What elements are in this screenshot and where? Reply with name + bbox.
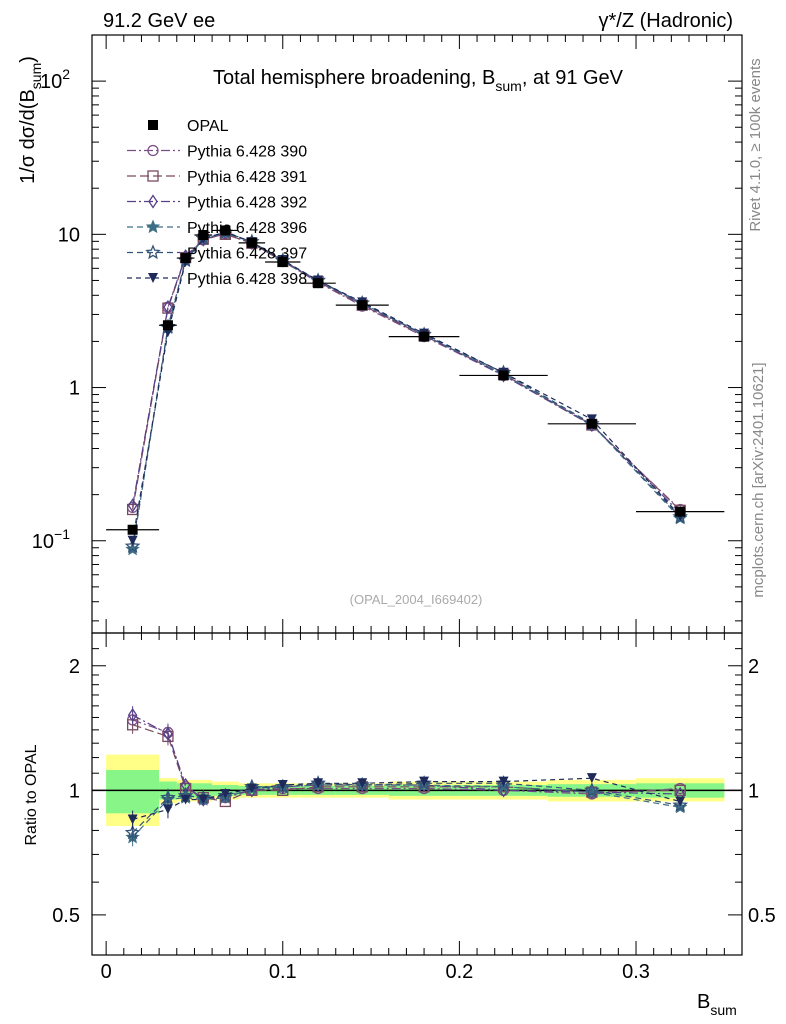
ratio-point [498,776,509,787]
x-tick-label: 0.3 [622,961,650,983]
data-point [127,524,138,535]
legend-label: Pythia 6.428 390 [187,144,307,161]
legend-marker [148,194,158,209]
data-point [357,300,368,311]
data-point [313,278,324,289]
series-point [124,538,141,553]
y-tick-label: 10 [58,224,80,246]
legend-marker-opal [148,120,158,130]
process-label: γ*/Z (Hadronic) [599,10,733,32]
ratio-plot-frame [91,632,743,956]
x-tick-label: 0.2 [445,961,473,983]
ratio-y-axis-label: Ratio to OPAL [23,744,40,845]
ratio-point [584,782,600,797]
legend-marker [147,170,159,182]
data-point [246,237,257,248]
ratio-point [127,814,138,825]
series-point [127,535,138,546]
data-point [498,370,509,381]
ratio-point [277,780,288,791]
ratio-y-tick-label: 2 [69,656,80,678]
legend-marker [145,244,161,260]
ratio-point [586,773,597,784]
ratio-y-tick-label-right: 0.5 [748,905,776,927]
ratio-point [675,796,686,807]
series-point [163,299,173,315]
ratio-point [124,824,141,840]
ratio-y-tick-label: 0.5 [52,905,80,927]
data-point [162,320,173,331]
data-point [675,506,686,517]
y-tick-label: 102 [40,66,70,93]
analysis-watermark: (OPAL_2004_I669402) [350,592,483,607]
legend-marker [148,273,158,283]
series-point [127,498,138,513]
legend-marker [147,144,159,157]
legend-label: Pythia 6.428 398 [187,271,307,288]
x-axis-label: Bsum [697,991,737,1018]
ratio-point [180,794,191,805]
legend-label: Pythia 6.428 397 [187,246,307,263]
y-tick-label: 10−1 [32,526,70,553]
ratio-point [357,778,368,789]
x-tick-label: 0.1 [269,961,297,983]
ratio-point [163,726,173,741]
ratio-point [313,778,324,789]
data-point [277,256,288,267]
ratio-point [246,783,257,794]
ratio-y-tick-label-right: 2 [748,656,759,678]
data-point [586,418,597,429]
ratio-point [674,784,686,796]
ratio-y-tick-label-right: 1 [748,780,759,802]
ratio-point [672,797,689,812]
legend-label: Pythia 6.428 392 [187,195,307,212]
ratio-point [198,794,209,805]
y-tick-label: 1 [69,378,80,400]
ratio-point [162,804,173,815]
legend-label: OPAL [187,118,229,135]
data-point [198,230,209,241]
legend-label: Pythia 6.428 391 [187,169,307,186]
ratio-y-tick-label: 1 [69,780,80,802]
plot-title: Total hemisphere broadening, Bsum, at 91… [213,67,624,94]
legend-label: Pythia 6.428 396 [187,220,307,237]
energy-label: 91.2 GeV ee [103,10,215,32]
ratio-point [220,788,231,799]
data-point [180,253,191,264]
ratio-point [419,776,430,787]
ratio-point [127,707,138,723]
uncertainty-band-inner [106,769,160,814]
legend: OPAL Pythia 6.428 390 Pythia 6.428 391 Pyth… [127,118,307,288]
mcplots-label: mcplots.cern.ch [arXiv:2401.10621] [750,362,767,597]
x-tick-label: 0 [101,961,112,983]
data-point [220,225,231,236]
ratio-plot-area: 0.5 0.5 1 1 2 2 0 0.1 0.2 0.3 [52,35,776,983]
legend-marker [145,219,161,234]
main-plot-area: 102 10 1 10−1 [32,34,743,634]
main-y-axis-label: 1/σ dσ/d(Bsum) [17,56,44,184]
data-point [419,331,430,342]
rivet-label: Rivet 4.1.0, ≥ 100k events [747,58,764,231]
